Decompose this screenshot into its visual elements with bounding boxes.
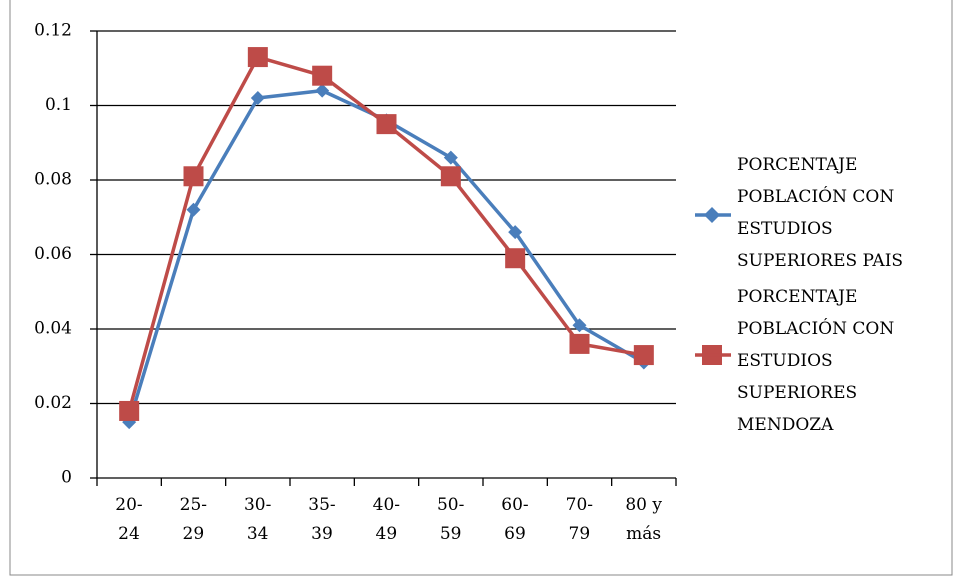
x-tick-label: 60- 69 <box>501 495 529 544</box>
x-tick-label: 30- 34 <box>243 495 272 544</box>
y-tick-label: 0.06 <box>34 244 72 264</box>
data-point <box>250 91 265 106</box>
x-tick-label: 25- 29 <box>179 495 208 544</box>
x-tick-label: 80 y más <box>625 495 662 544</box>
data-point <box>572 318 587 333</box>
x-tick-label: 20- 24 <box>115 495 143 544</box>
legend-label: PORCENTAJE POBLACIÓN CON ESTUDIOS SUPERI… <box>737 155 904 271</box>
legend-label: PORCENTAJE POBLACIÓN CON ESTUDIOS SUPERI… <box>737 287 895 435</box>
chart-frame <box>9 0 953 576</box>
data-point <box>376 114 397 135</box>
data-point <box>569 333 590 354</box>
data-point <box>505 248 526 269</box>
data-point <box>440 166 461 187</box>
data-point <box>315 83 330 98</box>
data-point <box>508 225 523 240</box>
x-tick-label: 50- 59 <box>436 495 465 544</box>
y-tick-label: 0.08 <box>34 170 72 190</box>
x-tick-label: 70- 79 <box>565 495 594 544</box>
y-tick-label: 0.04 <box>34 319 72 339</box>
data-point <box>247 47 268 68</box>
data-point <box>312 65 333 86</box>
y-tick-label: 0 <box>61 468 72 488</box>
data-point <box>183 166 204 187</box>
x-tick-label: 40- 49 <box>372 495 401 544</box>
x-tick-label: 35- 39 <box>308 495 336 544</box>
data-point <box>186 202 201 217</box>
data-point <box>119 400 140 421</box>
data-point <box>443 150 458 165</box>
y-tick-label: 0.12 <box>34 21 72 41</box>
y-tick-label: 0.02 <box>34 393 72 413</box>
data-point <box>633 345 654 366</box>
y-tick-label: 0.1 <box>45 95 72 115</box>
